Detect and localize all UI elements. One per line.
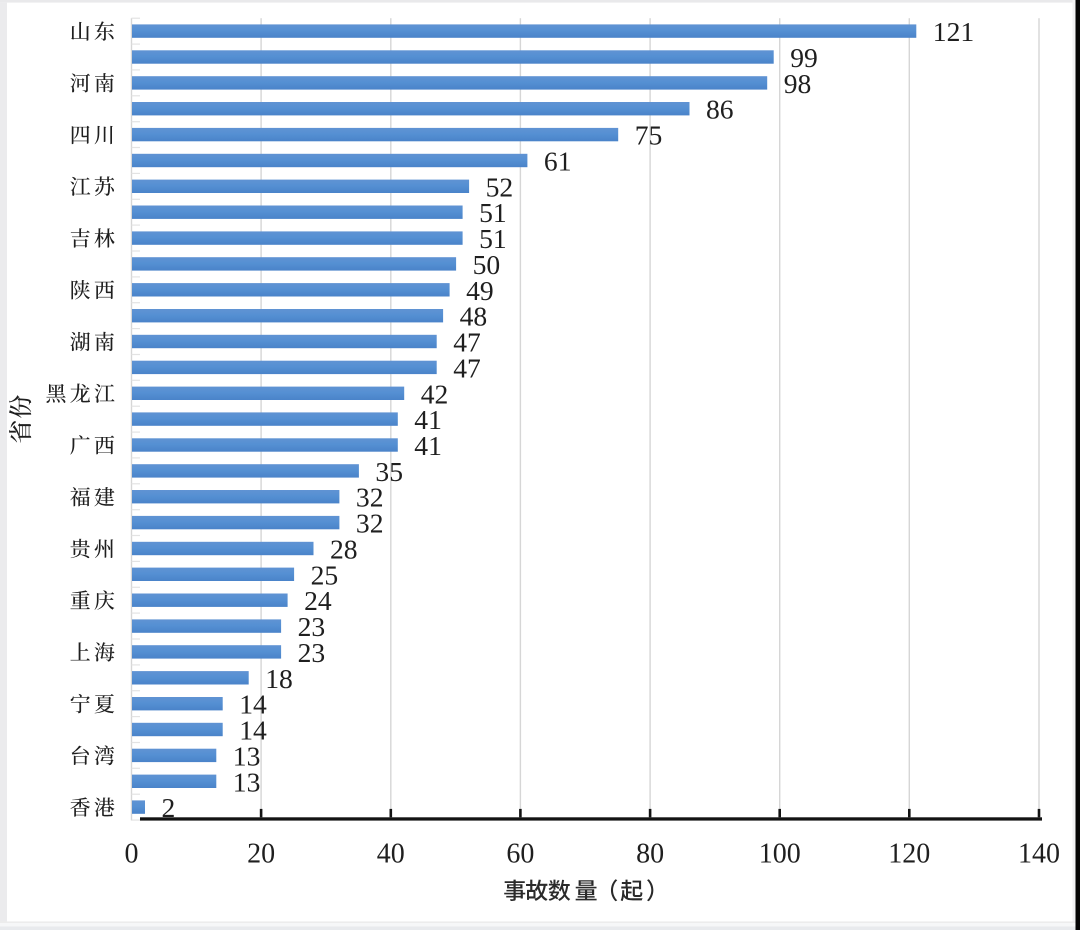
svg-text:32: 32 bbox=[356, 508, 384, 539]
svg-text:14: 14 bbox=[239, 715, 267, 746]
svg-text:75: 75 bbox=[635, 120, 663, 151]
svg-text:40: 40 bbox=[377, 838, 405, 869]
svg-text:14: 14 bbox=[239, 689, 267, 720]
svg-text:25: 25 bbox=[311, 559, 339, 590]
svg-text:48: 48 bbox=[460, 301, 488, 332]
svg-text:51: 51 bbox=[479, 197, 507, 228]
svg-text:23: 23 bbox=[298, 611, 326, 642]
svg-text:0: 0 bbox=[125, 838, 139, 869]
svg-text:13: 13 bbox=[233, 740, 261, 771]
svg-text:2: 2 bbox=[162, 792, 176, 823]
svg-text:18: 18 bbox=[265, 663, 293, 694]
svg-text:42: 42 bbox=[421, 378, 449, 409]
svg-text:47: 47 bbox=[453, 352, 481, 383]
svg-text:98: 98 bbox=[784, 68, 812, 99]
svg-text:61: 61 bbox=[544, 146, 572, 177]
svg-text:121: 121 bbox=[933, 16, 974, 47]
svg-text:60: 60 bbox=[506, 838, 534, 869]
svg-text:51: 51 bbox=[479, 223, 507, 254]
svg-text:140: 140 bbox=[1018, 838, 1060, 869]
svg-text:120: 120 bbox=[888, 838, 930, 869]
svg-text:80: 80 bbox=[636, 838, 664, 869]
svg-text:23: 23 bbox=[298, 637, 326, 668]
svg-text:24: 24 bbox=[304, 585, 332, 616]
svg-text:50: 50 bbox=[473, 249, 501, 280]
svg-text:99: 99 bbox=[790, 42, 818, 73]
svg-text:47: 47 bbox=[453, 327, 481, 358]
svg-text:86: 86 bbox=[706, 94, 734, 125]
svg-text:35: 35 bbox=[375, 456, 403, 487]
svg-text:28: 28 bbox=[330, 534, 358, 565]
svg-text:52: 52 bbox=[486, 171, 514, 202]
svg-text:20: 20 bbox=[247, 838, 275, 869]
svg-text:32: 32 bbox=[356, 482, 384, 513]
svg-text:13: 13 bbox=[233, 766, 261, 797]
svg-text:100: 100 bbox=[759, 838, 801, 869]
svg-text:41: 41 bbox=[414, 404, 442, 435]
svg-text:41: 41 bbox=[414, 430, 442, 461]
svg-text:49: 49 bbox=[466, 275, 494, 306]
